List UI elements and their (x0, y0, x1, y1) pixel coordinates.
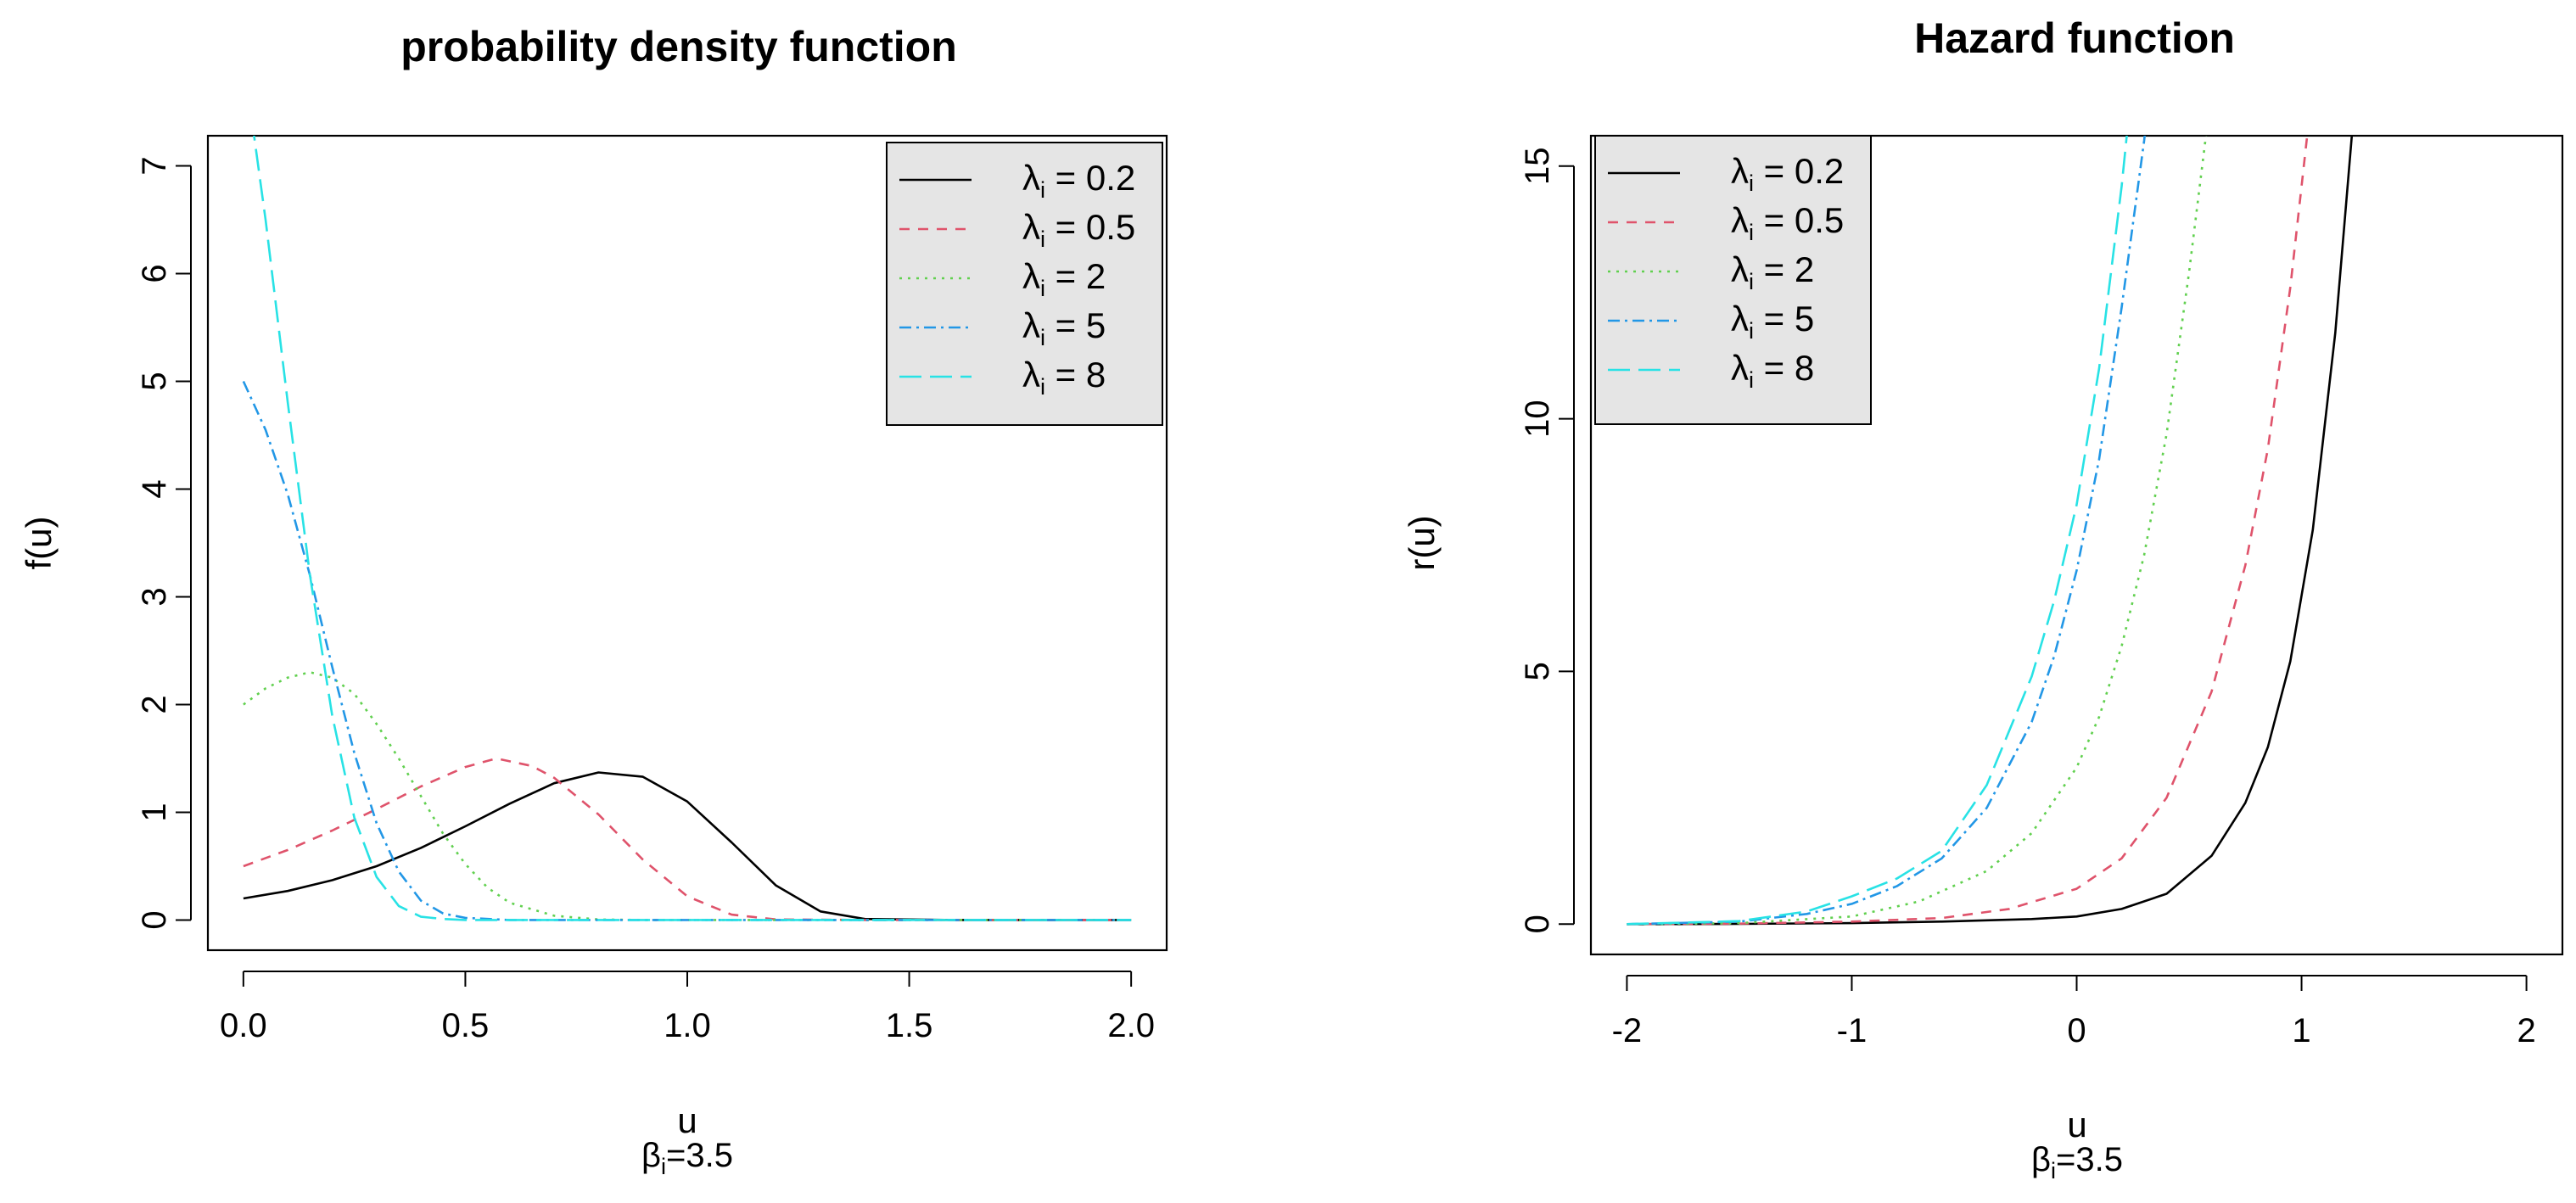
pdf-panel: probability density function 0.0 0.5 1.0 1.… (19, 23, 1168, 1179)
pdf-y-tick-label: 0 (136, 910, 173, 929)
hazard-curves (1627, 136, 2354, 926)
hazard-y-axis: 0 5 10 15 (1519, 147, 1575, 933)
hazard-legend-label-3: λi = 5 (1731, 299, 1814, 344)
pdf-y-axis: 0 1 2 3 4 5 6 7 (136, 156, 192, 930)
pdf-subtitle-greek: β (641, 1137, 661, 1174)
hazard-x-label: u (2067, 1105, 2086, 1144)
hazard-series-line-4 (1627, 136, 2128, 926)
hazard-legend-label-2: λi = 2 (1731, 249, 1814, 294)
hazard-legend-items: λi = 0.2λi = 0.5λi = 2 λi = 5λi = 8 (1608, 151, 1844, 393)
pdf-y-tick-label: 1 (136, 803, 173, 821)
pdf-y-tick-label: 6 (136, 264, 173, 283)
pdf-x-axis: 0.0 0.5 1.0 1.5 2.0 (220, 971, 1155, 1044)
pdf-x-tick-label: 0.0 (220, 1007, 267, 1044)
pdf-x-tick-label: 1.5 (886, 1007, 933, 1044)
pdf-legend-label-3: λi = 5 (1022, 305, 1106, 350)
hazard-legend-label-0: λi = 0.2 (1731, 151, 1844, 196)
pdf-x-tick-label: 0.5 (442, 1007, 490, 1044)
hazard-legend: λi = 0.2λi = 0.5λi = 2 λi = 5λi = 8 (1594, 135, 1872, 425)
pdf-legend-box (886, 142, 1163, 426)
pdf-series-line-1 (243, 757, 1132, 921)
hazard-x-tick-label: 1 (2292, 1012, 2310, 1049)
hazard-subtitle-greek: β (2031, 1141, 2051, 1178)
pdf-curves (242, 136, 1132, 921)
pdf-y-tick-label: 2 (136, 695, 173, 713)
pdf-y-tick-label: 5 (136, 372, 173, 390)
pdf-x-tick-label: 1.0 (664, 1007, 711, 1044)
pdf-y-label: f(u) (19, 517, 59, 570)
pdf-series-line-0 (243, 771, 1132, 921)
hazard-series-line-0 (1627, 136, 2354, 926)
pdf-subtitle-rest: =3.5 (666, 1137, 733, 1174)
pdf-y-tick-label: 3 (136, 587, 173, 606)
hazard-subtitle-rest: =3.5 (2056, 1141, 2123, 1178)
hazard-y-tick-label: 10 (1519, 400, 1556, 438)
hazard-x-tick-label: 2 (2517, 1012, 2535, 1049)
hazard-x-tick-label: -2 (1612, 1012, 1643, 1049)
pdf-series-line-4 (253, 136, 1132, 921)
pdf-legend-label-1: λi = 0.5 (1022, 207, 1135, 252)
hazard-x-axis: -2 -1 0 1 2 (1612, 975, 2536, 1049)
hazard-series-line-1 (1627, 136, 2309, 926)
hazard-plot-frame (1589, 134, 2564, 956)
hazard-y-tick-label: 0 (1519, 915, 1556, 933)
pdf-legend: λi = 0.2λi = 0.5λi = 2λi = 5 λi = 8 (886, 142, 1163, 426)
pdf-plot-frame (206, 134, 1168, 952)
hazard-x-tick-label: 0 (2067, 1012, 2086, 1049)
hazard-subtitle-sub: i (2051, 1158, 2056, 1183)
hazard-title: Hazard function (1914, 14, 2235, 62)
pdf-series-line-2 (243, 671, 1132, 921)
hazard-y-label: r(u) (1402, 515, 1442, 570)
pdf-x-label: u (677, 1100, 697, 1140)
hazard-x-tick-label: -1 (1837, 1012, 1868, 1049)
pdf-legend-label-4: λi = 8 (1022, 355, 1106, 400)
pdf-subtitle: βi=3.5 (641, 1137, 733, 1179)
pdf-legend-label-2: λi = 2 (1022, 256, 1106, 301)
pdf-title: probability density function (400, 23, 957, 70)
hazard-subtitle: βi=3.5 (2031, 1141, 2123, 1183)
pdf-x-tick-label: 2.0 (1107, 1007, 1155, 1044)
pdf-y-tick-label: 4 (136, 479, 173, 498)
pdf-y-tick-label: 7 (136, 156, 173, 175)
pdf-legend-label-0: λi = 0.2 (1022, 158, 1135, 203)
hazard-y-tick-label: 5 (1519, 662, 1556, 680)
pdf-series-line-3 (242, 380, 1132, 921)
hazard-series-line-3 (1627, 136, 2146, 926)
hazard-legend-box (1594, 135, 1872, 425)
hazard-y-tick-label: 15 (1519, 147, 1556, 185)
hazard-legend-label-4: λi = 8 (1731, 348, 1814, 393)
hazard-legend-label-1: λi = 0.5 (1731, 200, 1844, 245)
pdf-subtitle-sub: i (661, 1154, 666, 1179)
pdf-legend-items: λi = 0.2λi = 0.5λi = 2λi = 5 λi = 8 (899, 158, 1135, 400)
